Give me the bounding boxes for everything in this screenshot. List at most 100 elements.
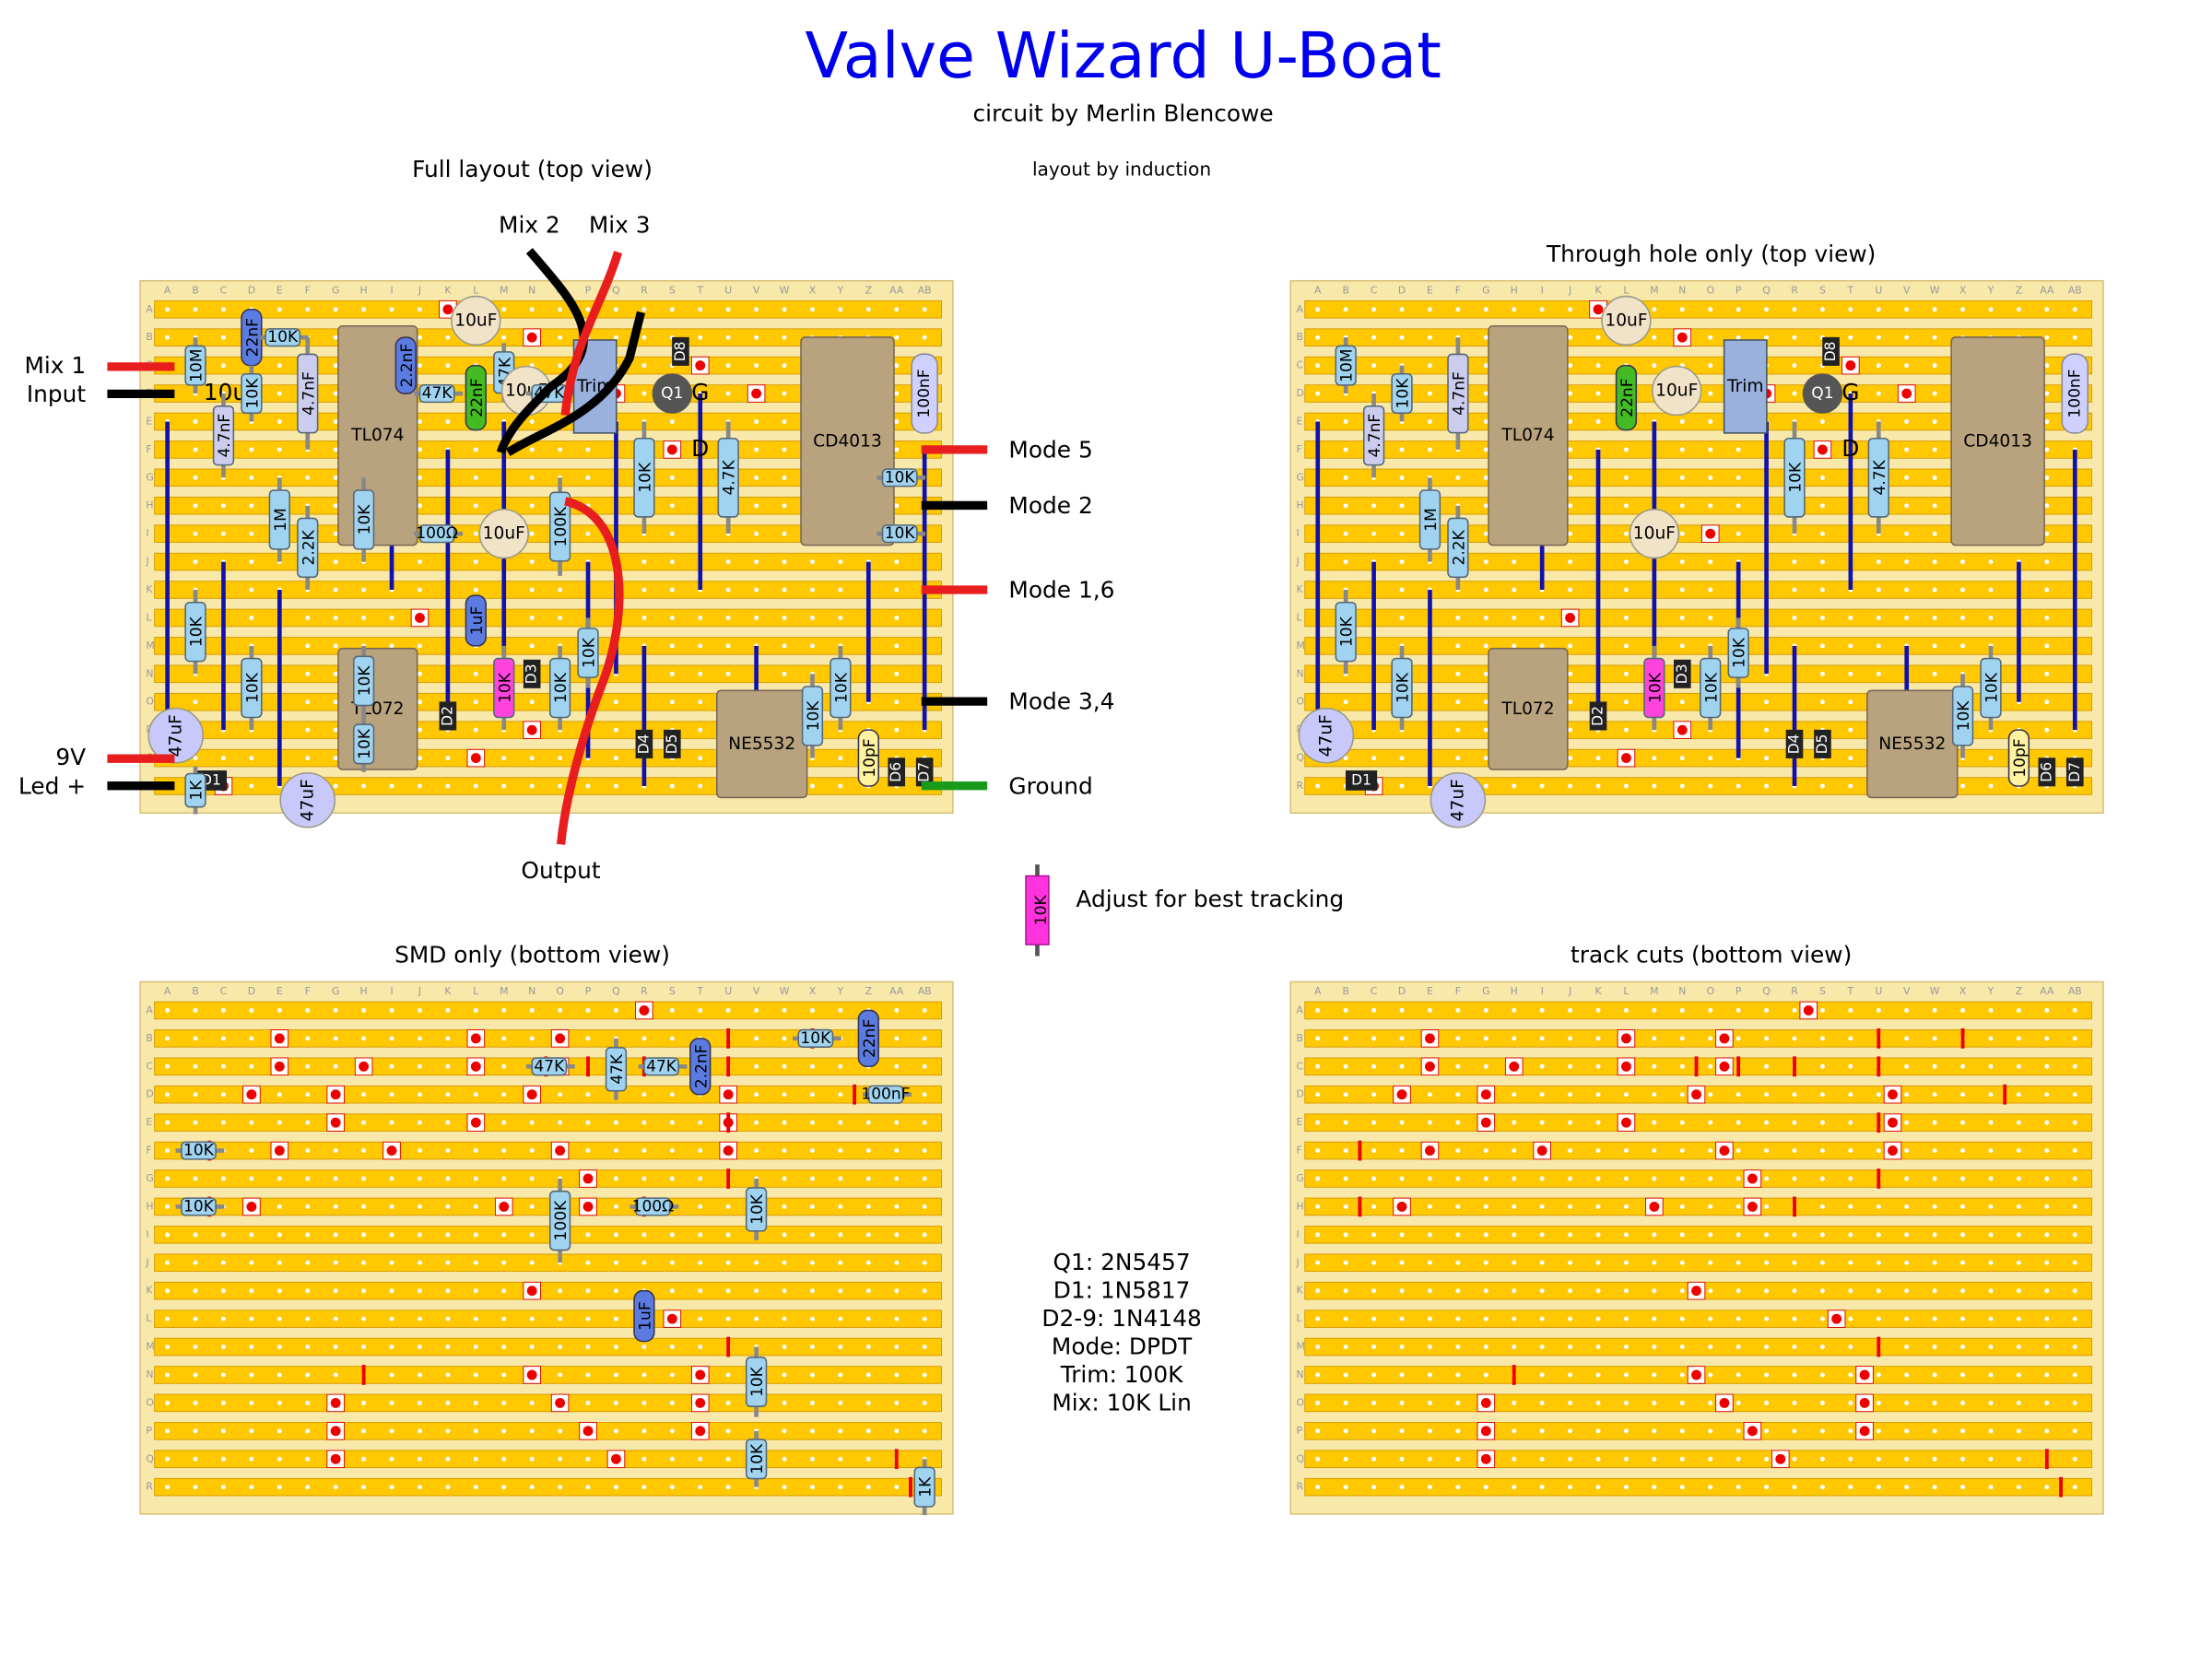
hole	[2044, 503, 2050, 509]
hole	[1679, 503, 1685, 509]
hole	[529, 1456, 535, 1462]
hole	[1960, 1288, 1966, 1294]
cut-dot	[274, 1061, 285, 1072]
hole	[1932, 1036, 1937, 1041]
hole	[1399, 587, 1405, 593]
hole	[2016, 1400, 2021, 1405]
component: 4.7nF	[297, 337, 319, 450]
hole	[501, 1007, 507, 1013]
hole	[193, 531, 198, 536]
hole	[1764, 1148, 1770, 1154]
legend-text: Adjust for best tracking	[1076, 886, 1344, 912]
row-label: F	[146, 443, 151, 455]
panel-title: Through hole only (top view)	[1546, 241, 1876, 267]
wire	[556, 497, 624, 845]
hole	[725, 671, 731, 676]
hole	[754, 363, 759, 369]
hole	[1568, 1092, 1573, 1098]
hole	[1988, 783, 1994, 789]
resistor	[548, 657, 571, 719]
hole	[1371, 1316, 1377, 1321]
hole	[1708, 1260, 1713, 1265]
column-label: D	[248, 285, 255, 297]
hole	[894, 1428, 900, 1434]
hole	[1343, 1316, 1348, 1321]
hole	[220, 1007, 226, 1013]
hole	[1792, 1456, 1797, 1462]
hole	[361, 1316, 367, 1321]
component: 47K	[638, 1057, 688, 1076]
column-label: Y	[837, 285, 844, 297]
hole	[1988, 1316, 1994, 1321]
hole	[641, 1120, 647, 1125]
hole	[725, 643, 731, 649]
hole	[1932, 671, 1937, 676]
component-label: D	[691, 435, 709, 462]
column-label: D	[1398, 285, 1406, 297]
hole	[1819, 531, 1825, 536]
hole	[809, 1316, 815, 1321]
hole	[417, 756, 422, 761]
hole	[2072, 1372, 2077, 1378]
hole	[1623, 447, 1629, 452]
column-label: G	[1482, 985, 1489, 997]
hole	[1708, 1345, 1713, 1350]
hole	[2044, 587, 2050, 593]
hole	[1708, 1148, 1713, 1154]
hole	[305, 1428, 311, 1434]
hole	[1315, 1007, 1321, 1013]
column-label: A	[1314, 285, 1322, 297]
component-label: 10K	[188, 616, 206, 647]
hole	[1904, 1260, 1910, 1265]
hole	[2016, 1316, 2021, 1321]
hole	[838, 1428, 843, 1434]
hole	[1343, 559, 1348, 565]
panel-title: Full layout (top view)	[412, 156, 653, 182]
component-label: 2.2K	[1450, 529, 1468, 565]
hole	[1399, 1428, 1405, 1434]
resistor	[265, 328, 301, 347]
hole	[193, 1345, 198, 1350]
hole	[2044, 1204, 2050, 1209]
hole	[361, 1007, 367, 1013]
hole	[809, 559, 815, 565]
hole	[1960, 1120, 1966, 1125]
strip	[1304, 1253, 2093, 1273]
hole	[669, 1260, 675, 1265]
hole	[1483, 1288, 1488, 1294]
strip	[1304, 1197, 2093, 1216]
diode	[523, 659, 541, 688]
hole	[865, 1260, 871, 1265]
hole	[473, 1372, 478, 1378]
hole	[165, 1345, 171, 1350]
column-label: H	[360, 985, 368, 997]
row-label: F	[1296, 443, 1301, 455]
hole	[1652, 756, 1657, 761]
component: 10uF	[451, 295, 501, 346]
hole	[389, 615, 394, 620]
hole	[669, 1456, 675, 1462]
component-label: Trim	[1726, 377, 1764, 396]
cut-dot	[1705, 528, 1716, 539]
hole	[1988, 1007, 1994, 1013]
hole	[417, 1260, 422, 1265]
hole	[809, 1288, 815, 1294]
hole	[333, 727, 338, 733]
hole	[1792, 587, 1797, 593]
hole	[1512, 1176, 1517, 1181]
hole	[1483, 1036, 1488, 1041]
hole	[333, 559, 338, 565]
component-label: 10K	[183, 1197, 215, 1216]
resistor	[241, 657, 263, 719]
hole	[1315, 1120, 1321, 1125]
component: 10M	[1335, 337, 1357, 394]
hole	[417, 1176, 422, 1181]
row-label: R	[146, 1481, 153, 1493]
hole	[1343, 1345, 1348, 1350]
hole	[1427, 335, 1432, 340]
hole	[1343, 503, 1348, 509]
cut-dot	[330, 1089, 341, 1100]
hole	[417, 783, 422, 789]
hole	[1876, 391, 1881, 396]
hole	[1904, 1036, 1910, 1041]
